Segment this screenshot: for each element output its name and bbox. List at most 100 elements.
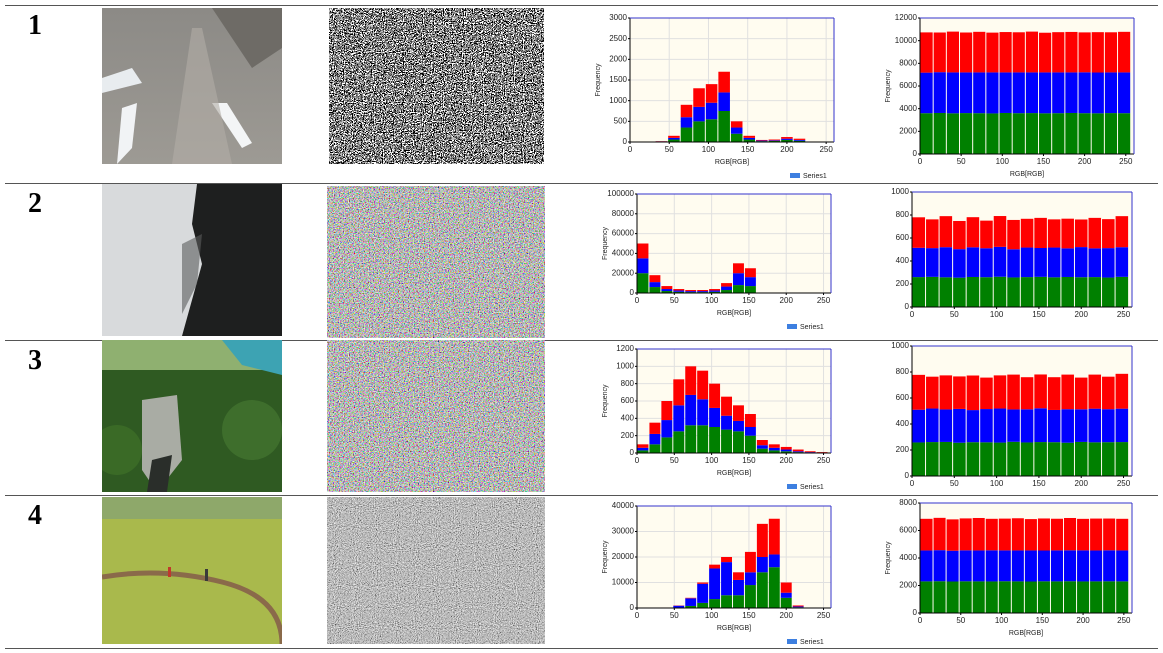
bar-segment <box>697 291 709 293</box>
legend-swatch <box>790 173 800 178</box>
bar-segment <box>1039 32 1052 73</box>
bar-segment <box>730 127 743 134</box>
bar-segment <box>1116 550 1129 582</box>
x-tick-label: 0 <box>910 479 915 488</box>
bar-segment <box>718 92 730 111</box>
bar-segment <box>973 72 986 114</box>
bar-segment <box>939 247 953 278</box>
bar-segment <box>697 602 709 608</box>
bar-segment <box>933 72 946 113</box>
bar-segment <box>1115 442 1129 476</box>
bar-segment <box>1050 581 1064 613</box>
row-number: 4 <box>28 500 42 531</box>
bar-segment <box>1074 247 1088 278</box>
bar-segment <box>709 427 721 453</box>
bar-segment <box>966 410 980 443</box>
bar-segment <box>959 581 972 613</box>
bar-segment <box>705 84 718 103</box>
bar-segment <box>733 579 744 596</box>
y-tick-label: 80000 <box>612 209 635 218</box>
bar-segment <box>1104 72 1118 114</box>
bar-segment <box>1116 518 1129 551</box>
bar-segment <box>673 379 685 406</box>
y-tick-label: 1500 <box>609 75 627 84</box>
bar-segment <box>733 431 744 453</box>
table-rule <box>5 340 1158 341</box>
y-tick-label: 200 <box>896 445 910 454</box>
x-tick-label: 50 <box>670 611 679 620</box>
bar-segment <box>756 557 768 573</box>
bar-segment <box>1064 517 1077 551</box>
histogram: 0 200 400 600 800 1000 0 50 100 150 200 250 <box>891 341 1133 488</box>
x-tick-label: 200 <box>780 456 794 465</box>
bar-segment <box>685 605 697 608</box>
bar-segment <box>697 399 709 426</box>
bar-segment <box>1011 581 1024 613</box>
bar-segment <box>730 133 743 142</box>
bar-segment <box>756 572 768 608</box>
bar-segment <box>792 451 804 453</box>
x-tick-label: 50 <box>670 296 679 305</box>
bar-segment <box>973 113 986 154</box>
y-tick-label: 600 <box>896 233 910 242</box>
bar-segment <box>912 247 926 278</box>
bar-segment <box>637 243 649 259</box>
bar-segment <box>980 248 993 278</box>
bar-segment <box>792 606 804 608</box>
bar-segment <box>743 137 756 140</box>
bar-segment <box>649 444 661 453</box>
bar-segment <box>709 290 721 292</box>
bar-segment <box>1074 409 1088 442</box>
bar-segment <box>1061 409 1074 443</box>
bar-segment <box>1050 550 1064 582</box>
bar-segment <box>1034 217 1047 249</box>
bar-segment <box>920 72 933 114</box>
bar-segment <box>1103 550 1116 582</box>
bar-segment <box>1020 377 1034 410</box>
bar-segment <box>718 71 730 93</box>
y-axis-label: Frequency <box>885 541 892 575</box>
bar-segment <box>1088 408 1102 443</box>
bar-segment <box>1052 72 1065 114</box>
bar-segment <box>985 550 998 582</box>
table-rule <box>5 5 1158 6</box>
y-tick-label: 8000 <box>899 58 917 67</box>
bar-segment <box>781 139 793 142</box>
y-tick-label: 6000 <box>899 81 917 90</box>
bar-segment <box>1025 113 1039 154</box>
bar-segment <box>1088 248 1102 278</box>
legend-label: Series1 <box>800 639 824 646</box>
bar-segment <box>1007 249 1020 278</box>
bar-segment <box>998 581 1011 613</box>
bar-segment <box>1103 518 1116 551</box>
bar-segment <box>1012 113 1025 154</box>
bar-segment <box>946 581 959 613</box>
bar-segment <box>999 72 1012 113</box>
bar-segment <box>1020 442 1034 476</box>
bar-segment <box>793 138 806 140</box>
bar-segment <box>1037 581 1050 613</box>
bar-segment <box>1047 277 1061 307</box>
y-tick-label: 800 <box>896 210 910 219</box>
bar-segment <box>768 140 781 141</box>
bar-segment <box>953 376 966 409</box>
bar-segment <box>939 277 953 307</box>
bar-segment <box>1039 72 1052 114</box>
x-axis-label: RGB[RGB] <box>717 470 751 477</box>
x-tick-label: 200 <box>780 296 794 305</box>
x-tick-label: 50 <box>670 456 679 465</box>
bar-segment <box>1024 550 1037 582</box>
y-tick-label: 0 <box>913 608 918 617</box>
bar-segment <box>946 519 959 551</box>
bar-segment <box>920 32 933 73</box>
bar-segment <box>920 518 933 551</box>
bar-segment <box>953 408 966 443</box>
x-tick-label: 100 <box>990 479 1004 488</box>
bar-segment <box>912 409 926 443</box>
x-tick-label: 200 <box>1078 157 1092 166</box>
x-tick-label: 150 <box>741 145 755 154</box>
bar-segment <box>697 290 709 292</box>
y-axis-label: Frequency <box>602 226 609 260</box>
x-tick-label: 200 <box>1075 479 1089 488</box>
